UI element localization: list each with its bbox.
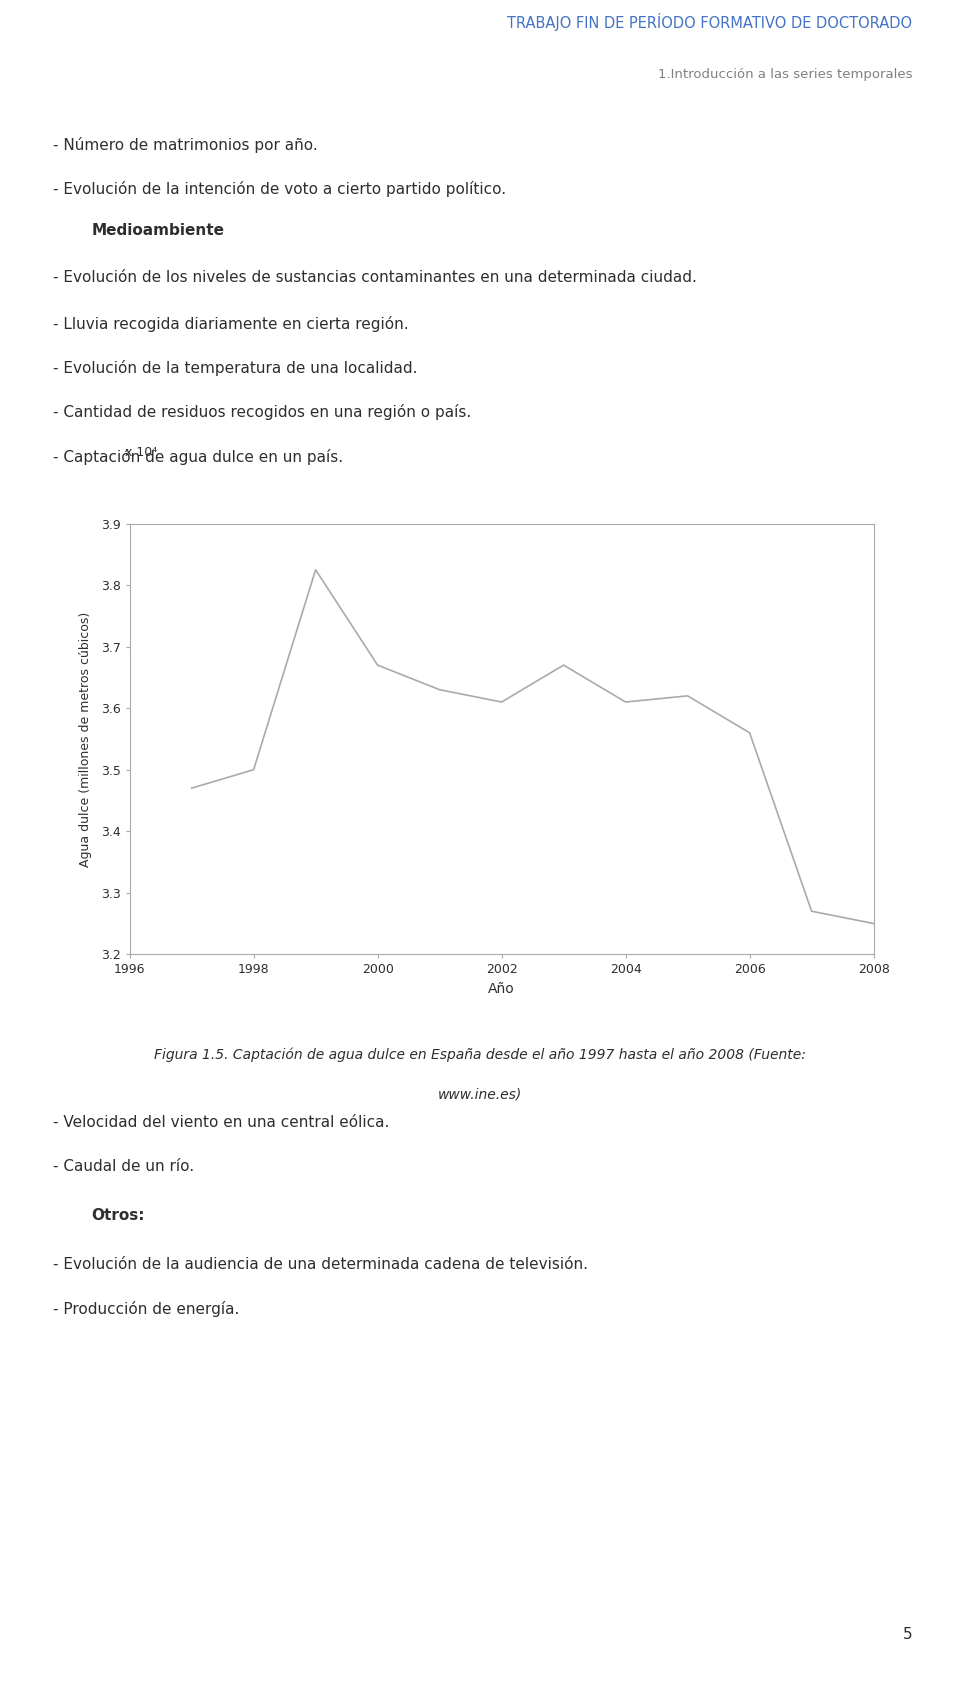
Text: Medioambiente: Medioambiente bbox=[91, 223, 225, 238]
Text: www.ine.es): www.ine.es) bbox=[438, 1088, 522, 1101]
Text: Figura 1.5. Captación de agua dulce en España desde el año 1997 hasta el año 200: Figura 1.5. Captación de agua dulce en E… bbox=[154, 1047, 806, 1062]
Text: - Producción de energía.: - Producción de energía. bbox=[53, 1301, 239, 1316]
Text: - Evolución de los niveles de sustancias contaminantes en una determinada ciudad: - Evolución de los niveles de sustancias… bbox=[53, 270, 697, 285]
Text: - Evolución de la audiencia de una determinada cadena de televisión.: - Evolución de la audiencia de una deter… bbox=[53, 1257, 588, 1272]
Text: - Velocidad del viento en una central eólica.: - Velocidad del viento en una central eó… bbox=[53, 1115, 389, 1130]
Text: - Cantidad de residuos recogidos en una región o país.: - Cantidad de residuos recogidos en una … bbox=[53, 404, 471, 419]
Text: - Evolución de la intención de voto a cierto partido político.: - Evolución de la intención de voto a ci… bbox=[53, 181, 506, 196]
Text: - Evolución de la temperatura de una localidad.: - Evolución de la temperatura de una loc… bbox=[53, 360, 418, 375]
Y-axis label: Agua dulce (millones de metros cúbicos): Agua dulce (millones de metros cúbicos) bbox=[80, 611, 92, 866]
X-axis label: Año: Año bbox=[489, 981, 515, 997]
Text: 5: 5 bbox=[902, 1627, 912, 1642]
Text: TRABAJO FIN DE PERÍODO FORMATIVO DE DOCTORADO: TRABAJO FIN DE PERÍODO FORMATIVO DE DOCT… bbox=[507, 14, 912, 30]
Text: x 10⁴: x 10⁴ bbox=[125, 446, 157, 459]
Text: - Número de matrimonios por año.: - Número de matrimonios por año. bbox=[53, 137, 318, 152]
Text: - Captación de agua dulce en un país.: - Captación de agua dulce en un país. bbox=[53, 449, 343, 464]
Text: - Lluvia recogida diariamente en cierta región.: - Lluvia recogida diariamente en cierta … bbox=[53, 316, 408, 331]
Text: 1.Introducción a las series temporales: 1.Introducción a las series temporales bbox=[658, 68, 912, 81]
Text: Otros:: Otros: bbox=[91, 1208, 145, 1223]
Text: - Caudal de un río.: - Caudal de un río. bbox=[53, 1159, 194, 1174]
